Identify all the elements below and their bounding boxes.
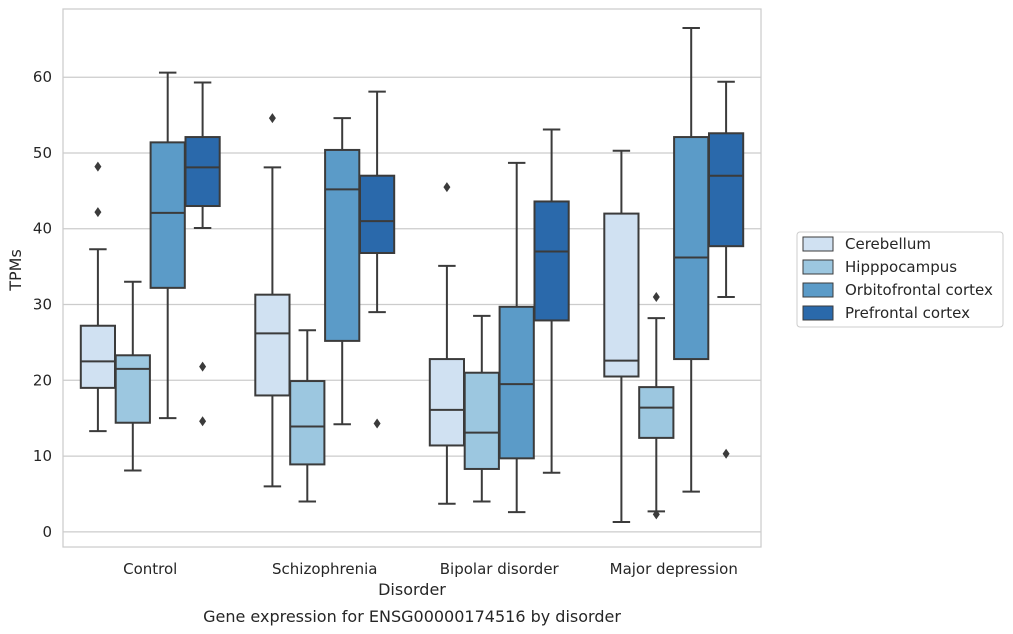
- legend-label: Cerebellum: [845, 235, 931, 253]
- box-iqr: [673, 136, 710, 361]
- legend-swatch: [802, 305, 834, 321]
- y-tick-label: 0: [42, 523, 52, 541]
- x-tick-label: Major depression: [610, 560, 738, 578]
- legend-frame: [796, 231, 1004, 328]
- box-group: [603, 149, 640, 523]
- legend-swatch: [802, 259, 834, 275]
- plot-area-frame: [62, 8, 762, 548]
- x-axis-label: Disorder: [378, 580, 446, 599]
- outlier-point: [94, 161, 102, 172]
- x-tick-label: Bipolar disorder: [440, 560, 560, 578]
- x-tick-label: Schizophrenia: [272, 560, 377, 578]
- outlier-point: [199, 416, 207, 427]
- legend-label: Hipppocampus: [845, 258, 957, 276]
- y-tick-label: 40: [33, 220, 52, 238]
- box-group: [428, 182, 466, 505]
- box-group: [498, 161, 535, 514]
- box-group: [149, 71, 186, 420]
- box-series-group: [79, 26, 745, 523]
- x-tick-label: Control: [123, 560, 177, 578]
- box-iqr: [428, 358, 466, 447]
- outlier-point: [373, 418, 381, 429]
- box-iqr: [498, 305, 535, 460]
- outlier-point: [268, 113, 276, 124]
- legend-swatch: [802, 282, 834, 298]
- box-iqr: [638, 386, 675, 439]
- box-group: [289, 329, 326, 503]
- legend: Cerebellum Hipppocampus Orbitofrontal cort…: [796, 231, 1004, 328]
- outlier-point: [652, 291, 660, 302]
- chart-caption: Gene expression for ENSG00000174516 by d…: [203, 607, 621, 626]
- legend-swatch: [802, 236, 834, 252]
- y-tick-label: 60: [33, 68, 52, 86]
- box-iqr: [114, 354, 151, 424]
- legend-label: Prefrontal cortex: [845, 304, 970, 322]
- outlier-point: [443, 182, 451, 193]
- box-iqr: [603, 212, 640, 378]
- outlier-point: [199, 361, 207, 372]
- box-group: [463, 314, 500, 503]
- box-iqr: [289, 380, 326, 466]
- y-tick-label: 30: [33, 296, 52, 314]
- box-group: [114, 280, 151, 472]
- x-axis-ticks: Control Schizophrenia Bipolar disorder Majo…: [123, 560, 738, 578]
- box-group: [184, 81, 221, 427]
- y-tick-label: 10: [33, 447, 52, 465]
- box-group: [673, 26, 710, 493]
- y-tick-label: 50: [33, 144, 52, 162]
- box-group: [638, 291, 675, 520]
- box-group: [533, 128, 570, 474]
- box-iqr: [184, 136, 221, 208]
- box-iqr: [533, 200, 570, 322]
- box-iqr: [463, 371, 500, 470]
- y-axis-ticks: 0 10 20 30 40 50 60: [33, 68, 52, 541]
- y-tick-label: 20: [33, 371, 52, 389]
- legend-label: Orbitofrontal cortex: [845, 281, 993, 299]
- box-iqr: [149, 141, 186, 289]
- outlier-point: [652, 509, 660, 520]
- gridlines: [63, 76, 761, 533]
- outlier-point: [722, 448, 730, 459]
- box-iqr: [79, 324, 117, 389]
- box-group: [254, 113, 291, 488]
- box-group: [707, 80, 745, 459]
- box-iqr: [358, 174, 396, 254]
- box-group: [324, 117, 361, 426]
- box-iqr: [707, 132, 745, 248]
- outlier-point: [94, 207, 102, 218]
- y-axis-label: TPMs: [6, 249, 25, 292]
- box-iqr: [254, 293, 291, 397]
- box-iqr: [324, 148, 361, 342]
- box-group: [358, 90, 396, 429]
